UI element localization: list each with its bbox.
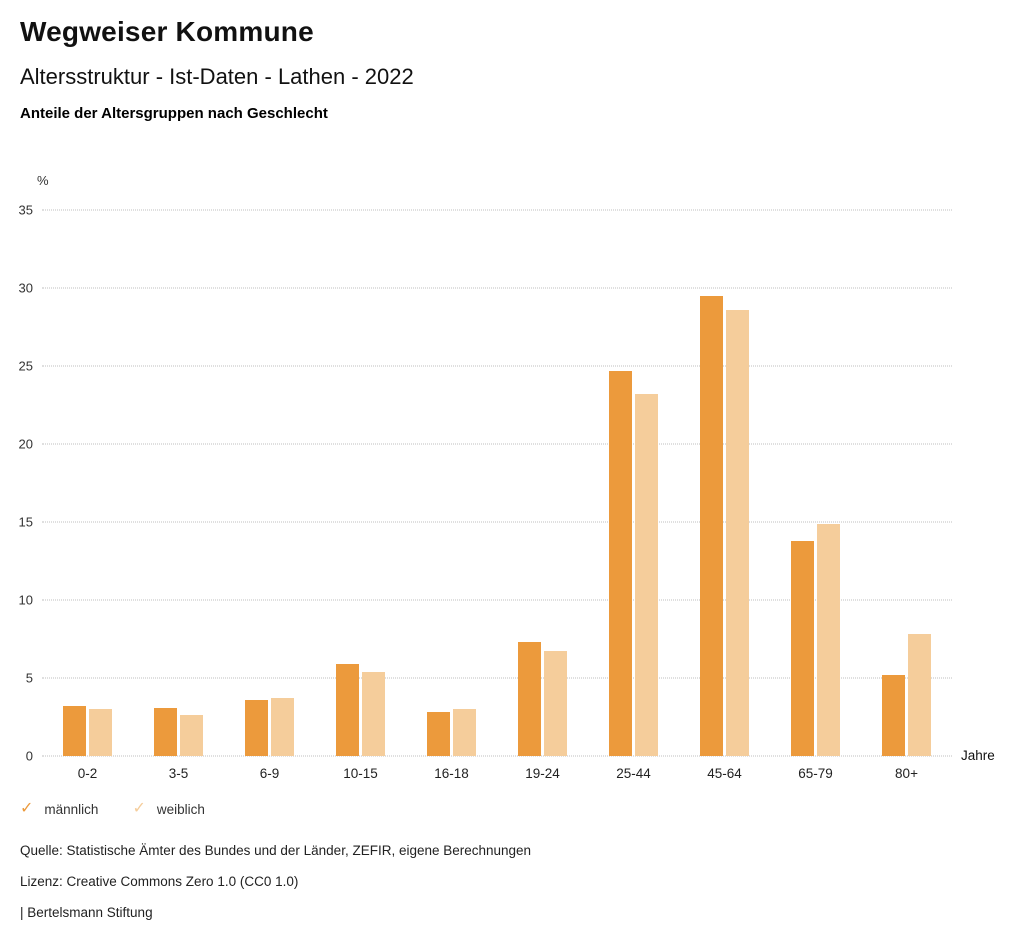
legend: ✓ männlich ✓ weiblich [20,801,205,817]
bar-maennlich-3-5[interactable] [154,707,177,756]
plot-area: % 0-2 3-5 6-9 10-15 16-18 19-24 25-44 45-64 65-7… [19,173,995,781]
gridline-25 [42,365,952,367]
x-tick-label-80+: 80+ [895,766,918,781]
gridline-35 [42,209,952,211]
y-axis-unit-label: % [37,173,49,188]
bar-maennlich-65-79[interactable] [791,540,814,756]
x-axis-labels: 0-2 3-5 6-9 10-15 16-18 19-24 25-44 45-64 65-79 8… [42,766,952,781]
bar-group-45-64 [679,210,770,756]
x-tick-label-6-9: 6-9 [259,766,280,781]
x-tick-label-19-24: 19-24 [525,766,560,781]
check-icon: ✓ [132,800,146,817]
footer: Quelle: Statistische Ämter des Bundes un… [20,844,531,937]
bar-group-6-9 [224,210,315,756]
y-tick-label-35: 35 [18,202,33,218]
legend-item-maennlich[interactable]: ✓ männlich [20,801,98,817]
bar-group-10-15 [315,210,406,756]
gridline-0 [42,755,952,757]
x-tick-label-65-79: 65-79 [798,766,833,781]
page-title: Wegweiser Kommune [20,16,314,47]
check-icon: ✓ [20,800,34,817]
gridline-20 [42,443,952,445]
x-tick-label-0-2: 0-2 [77,766,98,781]
x-tick-label-45-64: 45-64 [707,766,742,781]
bar-maennlich-25-44[interactable] [609,370,632,756]
bar-weiblich-6-9[interactable] [271,698,294,756]
y-tick-label-0: 0 [25,748,33,764]
bar-weiblich-45-64[interactable] [726,309,749,756]
x-axis-unit-label: Jahre [961,748,995,763]
legend-label-weiblich: weiblich [156,801,205,817]
bar-weiblich-80+[interactable] [908,634,931,756]
bar-weiblich-19-24[interactable] [544,651,567,756]
bar-maennlich-80+[interactable] [882,674,905,756]
legend-item-weiblich[interactable]: ✓ weiblich [132,801,204,817]
bar-maennlich-10-15[interactable] [336,663,359,756]
y-tick-label-30: 30 [18,280,33,296]
chart-subtitle: Altersstruktur - Ist-Daten - Lathen - 20… [20,64,414,89]
bar-weiblich-10-15[interactable] [362,671,385,756]
x-tick-label-10-15: 10-15 [343,766,378,781]
attribution-note: | Bertelsmann Stiftung [20,905,153,920]
bar-maennlich-45-64[interactable] [700,295,723,756]
legend-label-maennlich: männlich [44,801,99,817]
gridline-30 [42,287,952,289]
x-tick-label-3-5: 3-5 [168,766,189,781]
bar-weiblich-3-5[interactable] [180,715,203,756]
gridline-15 [42,521,952,523]
source-note: Quelle: Statistische Ämter des Bundes un… [20,843,532,858]
bar-group-65-79 [770,210,861,756]
y-tick-label-25: 25 [18,358,33,374]
bar-weiblich-0-2[interactable] [89,709,112,756]
bar-group-19-24 [497,210,588,756]
bar-group-16-18 [406,210,497,756]
bar-weiblich-16-18[interactable] [453,709,476,756]
bar-groups [42,210,952,756]
y-tick-label-15: 15 [18,514,33,530]
bar-group-3-5 [133,210,224,756]
bar-weiblich-25-44[interactable] [635,394,658,756]
gridline-10 [42,599,952,601]
chart-caption: Anteile der Altersgruppen nach Geschlech… [20,105,328,122]
y-tick-label-20: 20 [18,436,33,452]
x-tick-label-25-44: 25-44 [616,766,651,781]
bar-weiblich-65-79[interactable] [817,523,840,756]
bar-maennlich-16-18[interactable] [427,712,450,756]
bar-group-80+ [861,210,952,756]
y-tick-label-5: 5 [25,670,33,686]
gridline-5 [42,677,952,679]
bar-group-25-44 [588,210,679,756]
license-note: Lizenz: Creative Commons Zero 1.0 (CC0 1… [20,874,299,889]
bar-group-0-2 [42,210,133,756]
bar-maennlich-6-9[interactable] [245,699,268,756]
bar-maennlich-19-24[interactable] [518,642,541,756]
y-tick-label-10: 10 [18,592,33,608]
x-tick-label-16-18: 16-18 [434,766,469,781]
bar-maennlich-0-2[interactable] [63,706,86,756]
